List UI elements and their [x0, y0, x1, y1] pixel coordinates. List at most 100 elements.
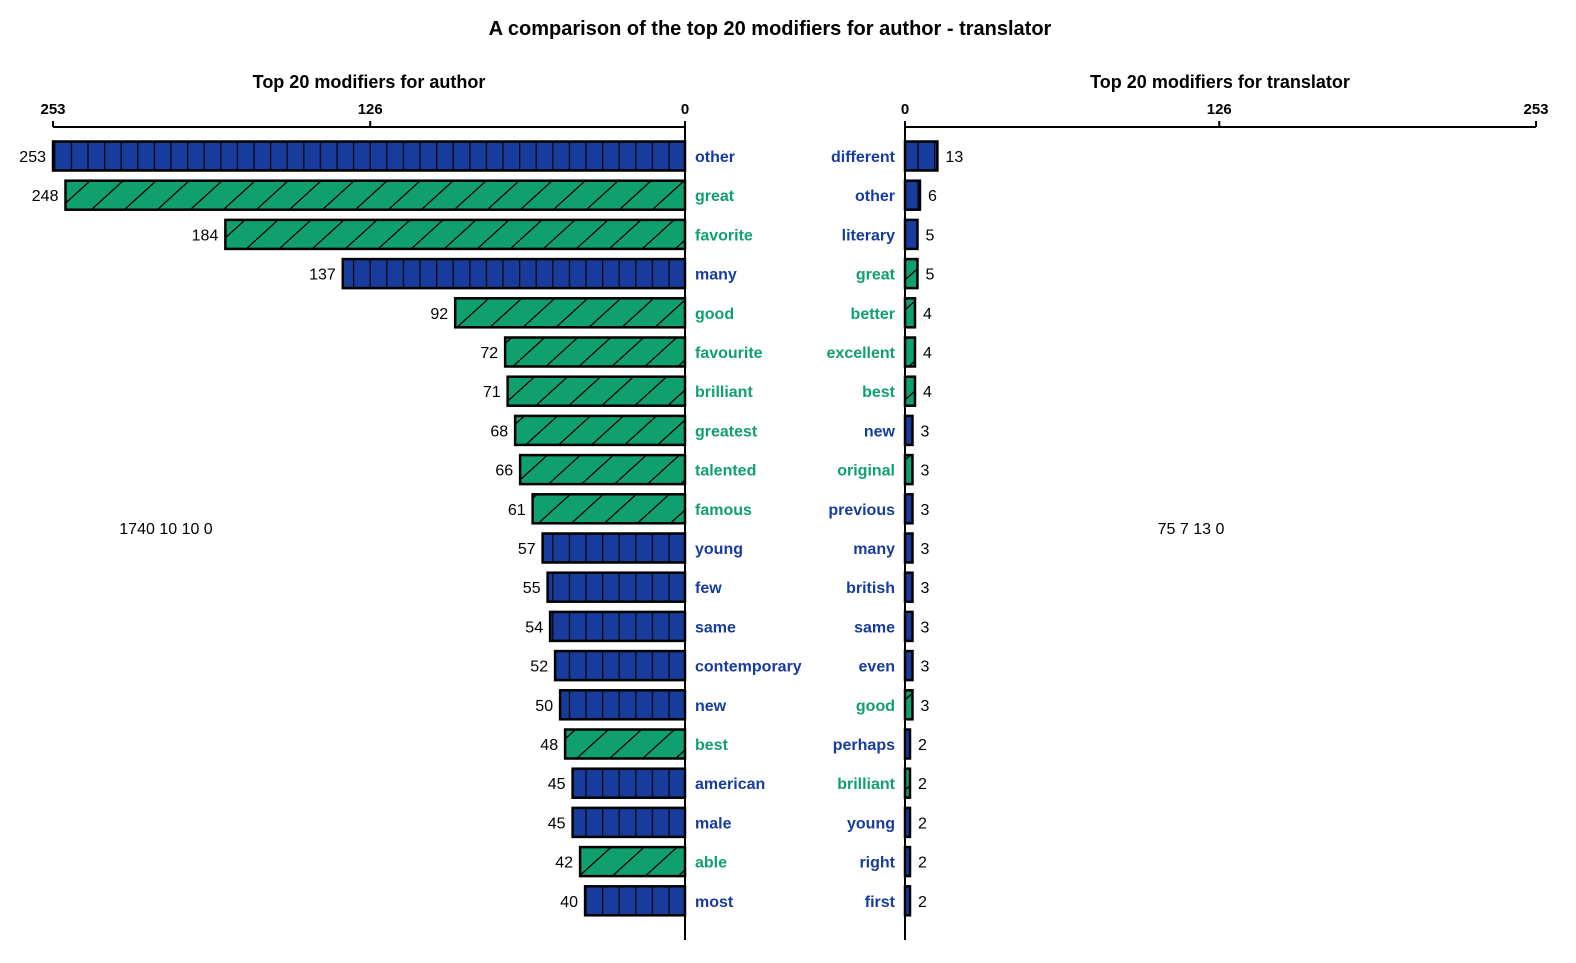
value-label: 4 [923, 345, 932, 362]
value-label: 57 [518, 541, 536, 558]
tick-label: 126 [1207, 101, 1232, 118]
bar-original [903, 453, 914, 486]
category-label: good [695, 306, 734, 323]
bar-right [903, 845, 912, 878]
category-label: better [851, 306, 895, 323]
value-label: 61 [508, 502, 526, 519]
category-label: male [695, 815, 732, 832]
value-label: 50 [535, 698, 553, 715]
value-label: 3 [920, 619, 929, 636]
value-label: 2 [918, 776, 927, 793]
value-label: 5 [925, 267, 934, 284]
category-label: first [865, 894, 896, 911]
value-label: 3 [920, 502, 929, 519]
bar-many [903, 532, 914, 564]
value-label: 45 [548, 776, 566, 793]
category-label: famous [695, 502, 752, 519]
category-label: many [695, 267, 737, 284]
value-label: 4 [923, 384, 932, 401]
value-label: 72 [480, 345, 498, 362]
bar-favorite [224, 218, 687, 251]
value-label: 3 [920, 463, 929, 480]
category-label: greatest [695, 423, 758, 440]
category-label: same [854, 619, 895, 636]
value-label: 2 [918, 737, 927, 754]
right-panel-title: Top 20 modifiers for translator [1090, 72, 1350, 92]
bar-great [64, 179, 687, 211]
category-label: many [853, 541, 895, 558]
value-label: 184 [192, 227, 219, 244]
bar-new [558, 689, 687, 721]
value-label: 6 [928, 188, 937, 205]
value-label: 253 [19, 149, 46, 166]
bar-american [571, 767, 687, 799]
bar-new [903, 414, 914, 447]
bar-good [453, 297, 687, 329]
category-label: good [856, 698, 895, 715]
bar-different [903, 140, 939, 172]
tick-label: 253 [1523, 101, 1548, 118]
category-label: talented [695, 463, 756, 480]
right-axis-ticks: 0 126 253 [901, 101, 1549, 127]
bar-previous [903, 493, 914, 525]
category-label: british [846, 580, 895, 597]
value-label: 3 [920, 698, 929, 715]
value-label: 45 [548, 815, 566, 832]
bar-literary [903, 218, 919, 251]
left-axis-ticks: 253 126 0 [40, 101, 689, 127]
bar-best [563, 728, 687, 760]
bar-young [541, 532, 687, 564]
right-bars: 13 different 6 other 5 literary 5 great 4 better 4… [827, 140, 963, 917]
category-label: favourite [695, 345, 763, 362]
bar-better [903, 297, 917, 329]
tick-label: 126 [358, 101, 383, 118]
value-label: 42 [555, 855, 573, 872]
category-label: literary [842, 227, 895, 244]
bar-same [903, 610, 914, 643]
value-label: 68 [490, 423, 508, 440]
value-label: 5 [925, 227, 934, 244]
category-label: great [856, 267, 896, 284]
value-label: 3 [920, 580, 929, 597]
chart-title: A comparison of the top 20 modifiers for… [489, 18, 1052, 40]
value-label: 52 [530, 659, 548, 676]
category-label: few [695, 580, 722, 597]
bar-young [903, 806, 912, 839]
bar-talented [518, 453, 687, 486]
bar-british [903, 571, 914, 603]
category-label: young [695, 541, 743, 558]
bar-able [578, 845, 687, 878]
value-label: 13 [945, 149, 963, 166]
tick-label: 0 [681, 101, 689, 118]
bar-great [903, 257, 919, 290]
bar-first [903, 885, 912, 917]
category-label: different [831, 149, 896, 166]
value-label: 2 [918, 855, 927, 872]
bar-even [903, 649, 914, 682]
bar-most [583, 885, 687, 917]
bar-perhaps [903, 728, 912, 760]
category-label: able [695, 855, 727, 872]
left-panel-title: Top 20 modifiers for author [253, 72, 486, 92]
value-label: 92 [430, 306, 448, 323]
bar-other [51, 140, 687, 172]
value-label: 4 [923, 306, 932, 323]
value-label: 2 [918, 894, 927, 911]
category-label: favorite [695, 227, 753, 244]
bar-good [903, 689, 914, 721]
bar-other [903, 179, 922, 211]
category-label: new [695, 698, 727, 715]
value-label: 3 [920, 659, 929, 676]
category-label: new [864, 423, 896, 440]
value-label: 3 [920, 423, 929, 440]
category-label: brilliant [837, 776, 895, 793]
bar-contemporary [553, 649, 687, 682]
bar-favourite [503, 336, 687, 368]
bar-excellent [903, 336, 917, 368]
category-label: perhaps [833, 737, 895, 754]
bar-brilliant [903, 767, 912, 799]
value-label: 248 [32, 188, 59, 205]
bar-best [903, 375, 917, 407]
category-label: brilliant [695, 384, 753, 401]
